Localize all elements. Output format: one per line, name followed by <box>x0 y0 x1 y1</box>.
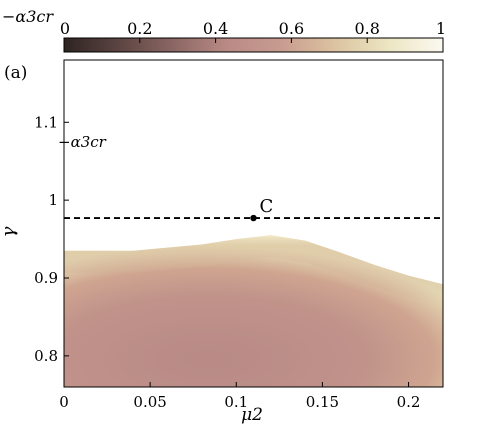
x-tick-label: 0.2 <box>397 393 421 411</box>
y-tick-label: 0.8 <box>34 347 58 365</box>
y-tick-label: 0.9 <box>34 269 58 287</box>
colorbar: −α3cr 0 0.2 0.4 0.6 0.8 1 <box>2 7 446 53</box>
colorbar-tick-label: 0.4 <box>203 19 228 38</box>
x-tick-label: 0.05 <box>133 393 166 411</box>
x-tick-label: 0 <box>59 393 69 411</box>
panel-label: (a) <box>4 63 27 83</box>
inner-label: −α3cr <box>58 133 107 151</box>
colorbar-tick-label: 0 <box>60 19 70 38</box>
colorbar-tick-label: 1 <box>436 19 446 38</box>
x-axis-label: μ2 <box>241 405 263 425</box>
y-axis-label: γ <box>0 226 19 237</box>
x-tick-label: 0.15 <box>306 393 339 411</box>
y-tick-label: 1 <box>48 191 58 209</box>
y-tick-label: 1.1 <box>34 113 58 131</box>
plot-frame <box>63 59 444 388</box>
colorbar-tick-label: 0.6 <box>279 19 304 38</box>
heatmap <box>64 235 443 387</box>
colorbar-gradient <box>63 37 444 53</box>
colorbar-label: −α3cr <box>2 7 54 26</box>
heatmap-edge <box>64 235 443 307</box>
point-c <box>250 214 257 222</box>
colorbar-tick-label: 0.8 <box>354 19 379 38</box>
colorbar-tick-label: 0.2 <box>127 19 152 38</box>
x-tick-label: 0.1 <box>224 393 248 411</box>
point-c-label: C <box>260 196 274 217</box>
